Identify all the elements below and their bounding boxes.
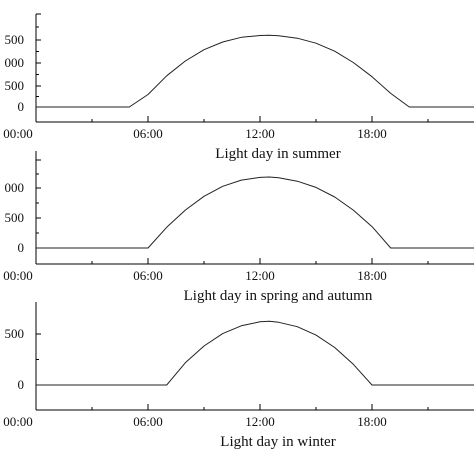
x-tick-label: 06:00 — [133, 126, 163, 141]
x-tick-label: 18:00 — [357, 268, 387, 283]
x-tick-label: 06:00 — [133, 268, 163, 283]
x-tick-label: 06:00 — [133, 414, 163, 429]
x-tick-label: 12:00 — [245, 414, 275, 429]
y-tick-label: 000 — [5, 55, 25, 70]
x-tick-label: 12:00 — [245, 268, 275, 283]
x-tick-label: 00:00 — [3, 414, 33, 429]
series-line-1 — [36, 34, 474, 108]
series-line-1 — [36, 320, 474, 386]
x-tick-label: 18:00 — [357, 414, 387, 429]
series-line-1 — [36, 176, 474, 249]
x-tick-label: 12:00 — [245, 126, 275, 141]
y-tick-label: 500 — [5, 326, 25, 341]
x-tick-label: 18:00 — [357, 126, 387, 141]
x-axis-label: Light day in spring and autumn — [184, 288, 373, 304]
x-axis-label: Light day in winter — [220, 434, 335, 450]
y-tick-label: 000 — [5, 180, 25, 195]
x-tick-label: 00:00 — [3, 268, 33, 283]
y-tick-label: 0 — [18, 99, 25, 114]
x-axis-label: Light day in summer — [215, 146, 340, 162]
y-tick-label: 500 — [5, 78, 25, 93]
y-tick-label: 0 — [18, 240, 25, 255]
y-tick-label: 500 — [5, 210, 25, 225]
x-tick-label: 00:00 — [3, 126, 33, 141]
y-tick-label: 0 — [18, 377, 25, 392]
y-tick-label: 500 — [5, 32, 25, 47]
